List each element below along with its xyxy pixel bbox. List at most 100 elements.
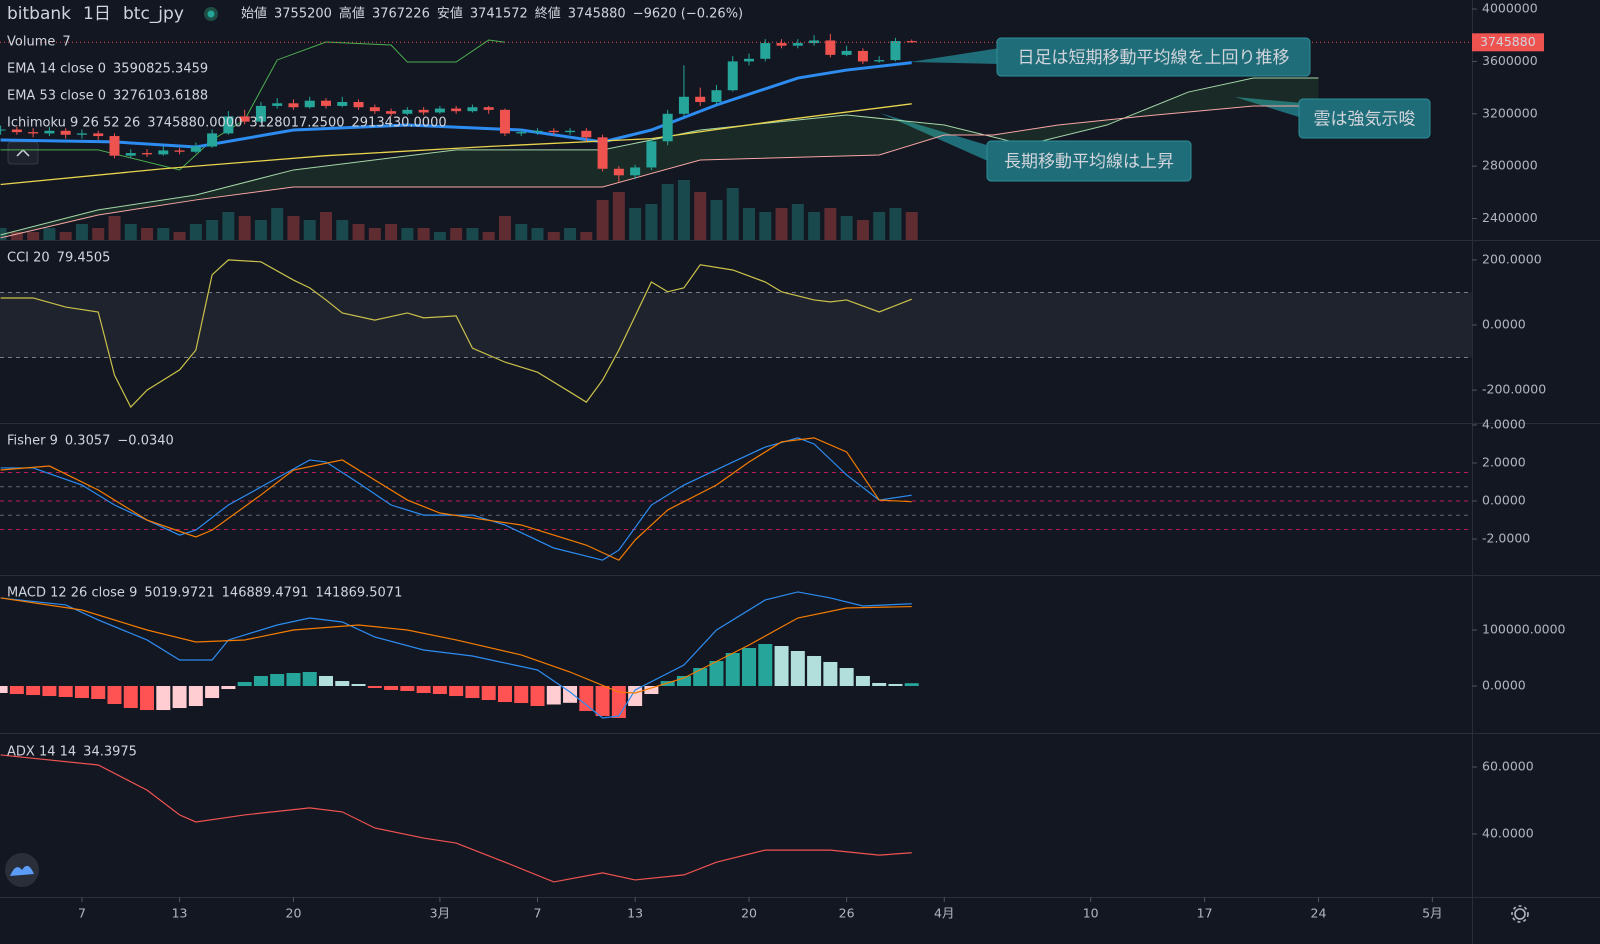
x-tick-label: 3月 — [430, 906, 450, 921]
legend-text: 34.3975 — [83, 745, 137, 760]
macd-histogram-bar — [221, 686, 236, 690]
volume-bar — [629, 208, 642, 240]
candle-body — [678, 96, 689, 114]
x-tick-label: 7 — [534, 906, 542, 921]
ohlc-text: 高値 — [339, 6, 365, 22]
macd-histogram-bar — [872, 682, 887, 687]
legend-text: 3745880.0000 — [147, 116, 242, 131]
line-series — [0, 591, 912, 719]
line-series — [0, 754, 912, 883]
settings-icon[interactable] — [1511, 905, 1529, 923]
last-price-tag — [1472, 33, 1544, 52]
macd-histogram-bar — [514, 686, 529, 704]
y-tick-label: 2400000 — [1482, 210, 1538, 225]
macd-histogram-bar — [465, 686, 480, 698]
candle-body — [418, 109, 429, 113]
volume-bar — [564, 228, 577, 240]
callout-box — [986, 140, 1192, 182]
volume-bar — [808, 212, 821, 240]
candle-body — [467, 107, 478, 112]
volume-bar — [124, 224, 137, 240]
candle-body — [0, 129, 6, 131]
volume-bar — [287, 216, 300, 240]
candle-body — [337, 101, 348, 106]
macd-histogram-bar — [742, 647, 757, 687]
legend-text: 3128017.2500 — [249, 116, 344, 131]
legend-text: Volume — [7, 35, 55, 50]
candle-body — [142, 153, 153, 155]
collapse-button[interactable] — [7, 141, 39, 165]
macd-histogram-bar — [449, 686, 464, 697]
macd-histogram-bar — [107, 686, 122, 704]
legend-text: 2913430.0000 — [352, 116, 447, 131]
macd-histogram-bar — [693, 668, 708, 687]
x-tick-label: 5月 — [1422, 906, 1442, 921]
volume-bar — [889, 208, 902, 240]
y-tick-label: 0.0000 — [1482, 678, 1526, 693]
y-tick-label: 4000000 — [1482, 1, 1538, 16]
macd-histogram-bar — [286, 673, 301, 687]
candle-body — [207, 133, 218, 147]
x-tick-label: 10 — [1083, 906, 1099, 921]
candle-body — [825, 40, 836, 55]
candle-body — [792, 43, 803, 46]
volume-bar — [238, 216, 251, 240]
volume-bar — [27, 232, 40, 240]
x-tick-label: 13 — [172, 906, 188, 921]
y-tick-label: -200.0000 — [1482, 382, 1546, 397]
callout-text: 日足は短期移動平均線を上回り推移 — [1018, 48, 1290, 68]
candle-body — [223, 116, 234, 134]
candle-body — [76, 133, 87, 135]
y-tick-label: 100000.0000 — [1482, 621, 1566, 636]
last-price-label: 3745880 — [1480, 34, 1536, 49]
ohlc-text: 始値 — [241, 6, 267, 22]
macd-histogram-bar — [400, 686, 415, 691]
candle-body — [906, 41, 917, 43]
y-tick-label: -2.0000 — [1482, 531, 1530, 546]
symbol: bitbank — [7, 4, 71, 24]
legend-text: Ichimoku 9 26 52 26 — [7, 116, 140, 131]
macd-histogram-bar — [9, 686, 24, 695]
x-tick-label: 26 — [839, 906, 855, 921]
y-tick-label: 0.0000 — [1482, 317, 1526, 332]
cci-band-fill — [0, 292, 1472, 358]
line-series — [0, 437, 912, 561]
candle-body — [44, 130, 55, 134]
ohlc-text: 安値 — [437, 6, 463, 22]
x-tick-label: 17 — [1197, 906, 1213, 921]
x-tick-label: 13 — [627, 906, 643, 921]
volume-bar — [482, 232, 495, 240]
macd-histogram-bar — [123, 686, 138, 709]
volume-bar — [580, 232, 593, 240]
legend-text: ADX 14 14 — [7, 745, 76, 760]
candle-body — [369, 107, 380, 112]
volume-bar — [694, 192, 707, 240]
volume-bar — [775, 208, 788, 240]
macd-histogram-bar — [807, 655, 822, 687]
volume-bar — [385, 224, 398, 240]
legend-text: 3590825.3459 — [113, 62, 208, 77]
callout-text: 雲は強気示唆 — [1314, 110, 1416, 130]
volume-bar — [401, 228, 414, 240]
line-series — [0, 39, 506, 171]
x-tick-label: 24 — [1311, 906, 1327, 921]
macd-histogram-bar — [42, 686, 57, 697]
candle-body — [321, 100, 331, 106]
macd-histogram-bar — [26, 686, 41, 696]
y-tick-label: 200.0000 — [1482, 251, 1542, 266]
volume-bar — [531, 228, 544, 240]
line-series — [0, 597, 912, 694]
candle-body — [11, 129, 22, 133]
macd-histogram-bar — [839, 668, 854, 687]
macd-histogram-bar — [595, 686, 610, 717]
macd-histogram-bar — [156, 686, 171, 711]
callout-text: 長期移動平均線は上昇 — [1004, 152, 1174, 172]
volume-bar — [759, 212, 772, 240]
candle-body — [613, 168, 624, 176]
x-tick-label: 20 — [286, 906, 302, 921]
candle-body — [516, 132, 527, 134]
macd-histogram-bar — [888, 683, 903, 687]
candle-body — [532, 130, 543, 133]
volume-bar — [677, 180, 690, 240]
